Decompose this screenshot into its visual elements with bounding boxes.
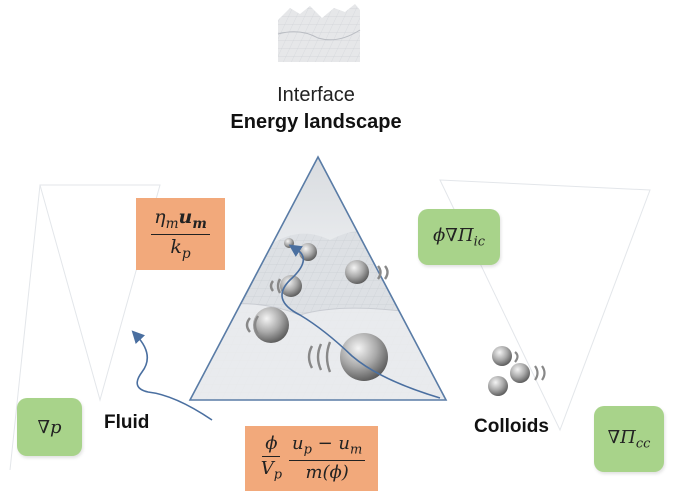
- colloid-cluster-icon: [488, 346, 546, 396]
- background-triangles: [9, 179, 651, 471]
- fluid-label: Fluid: [104, 412, 150, 433]
- colloid-colloid-term: ∇Πcc: [607, 426, 651, 452]
- interface-label: Interface: [277, 84, 355, 106]
- pressure-gradient-box: ∇p: [17, 398, 82, 456]
- interface-colloid-term-box: ϕ∇Πic: [418, 209, 500, 265]
- drag-fraction: ηmum kp: [151, 206, 210, 262]
- landscape-thumbnail: [277, 4, 361, 62]
- colloid-colloid-term-box: ∇Πcc: [594, 406, 664, 472]
- coupling-fraction-1: ϕ Vp: [260, 433, 282, 483]
- pressure-gradient-term: ∇p: [37, 416, 62, 438]
- colloids-label: Colloids: [474, 416, 549, 437]
- interface-colloid-term: ϕ∇Πic: [433, 224, 485, 250]
- drag-term-box: ηmum kp: [136, 198, 225, 270]
- coupling-term-box: ϕ Vp up − um m(ϕ): [245, 426, 378, 491]
- phase-triangle: [188, 155, 448, 401]
- coupling-fraction-2: up − um m(ϕ): [288, 434, 366, 483]
- colloid-particles: [245, 238, 389, 381]
- energy-landscape-label: Energy landscape: [230, 111, 402, 133]
- fluid-trajectory: [131, 330, 213, 421]
- colloid-trajectory: [281, 244, 441, 399]
